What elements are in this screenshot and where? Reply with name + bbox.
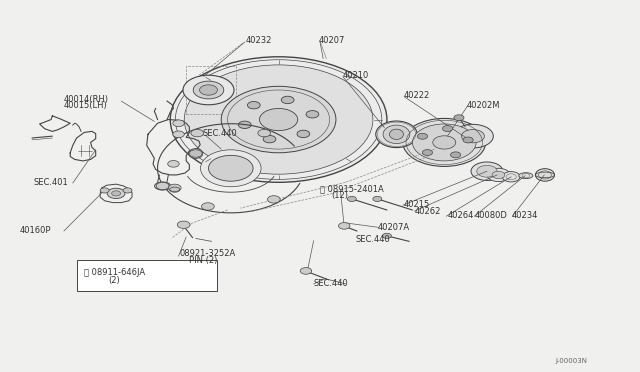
Circle shape [417, 133, 428, 139]
Text: SEC.440: SEC.440 [356, 235, 390, 244]
Circle shape [168, 161, 179, 167]
Circle shape [477, 165, 497, 177]
Circle shape [100, 188, 109, 193]
Text: 40262: 40262 [414, 206, 441, 216]
Text: PIN (2): PIN (2) [189, 256, 218, 265]
Text: 40202M: 40202M [467, 101, 500, 110]
Circle shape [173, 120, 184, 126]
Circle shape [248, 102, 260, 109]
Ellipse shape [189, 149, 203, 158]
Circle shape [202, 203, 214, 210]
Circle shape [348, 196, 356, 202]
Text: 08921-3252A: 08921-3252A [180, 250, 236, 259]
Circle shape [183, 75, 234, 105]
Ellipse shape [536, 169, 554, 181]
Circle shape [193, 81, 224, 99]
Ellipse shape [383, 125, 410, 144]
Text: Ⓝ 08915-2401A: Ⓝ 08915-2401A [320, 185, 384, 193]
Text: SEC.440: SEC.440 [203, 129, 237, 138]
Text: 40160P: 40160P [19, 226, 51, 235]
Text: 40210: 40210 [343, 71, 369, 80]
Bar [186, 66, 236, 114]
Circle shape [259, 109, 298, 131]
Circle shape [403, 118, 486, 166]
Circle shape [184, 65, 373, 174]
Circle shape [238, 121, 251, 128]
Circle shape [221, 86, 336, 153]
Circle shape [471, 162, 503, 180]
Circle shape [168, 184, 181, 192]
Circle shape [156, 182, 169, 190]
Ellipse shape [376, 121, 417, 148]
Circle shape [177, 221, 190, 228]
Circle shape [412, 124, 476, 161]
Circle shape [111, 191, 120, 196]
Circle shape [451, 152, 461, 158]
Text: 40207A: 40207A [378, 223, 410, 232]
Text: 40222: 40222 [404, 91, 430, 100]
Circle shape [339, 222, 350, 229]
Circle shape [200, 85, 218, 95]
Circle shape [297, 130, 310, 138]
Circle shape [452, 124, 493, 148]
Bar [77, 260, 217, 291]
Circle shape [123, 188, 132, 193]
Circle shape [422, 150, 433, 155]
Circle shape [306, 110, 319, 118]
Circle shape [502, 171, 520, 182]
Circle shape [209, 155, 253, 181]
Circle shape [433, 136, 456, 149]
Circle shape [461, 129, 484, 143]
Circle shape [492, 171, 505, 179]
Ellipse shape [390, 129, 403, 140]
Circle shape [107, 188, 125, 199]
Text: 40215: 40215 [404, 200, 430, 209]
Text: Ⓝ 08911-646JA: Ⓝ 08911-646JA [84, 268, 145, 277]
Circle shape [263, 135, 276, 143]
Circle shape [191, 129, 204, 137]
Circle shape [487, 168, 510, 182]
Circle shape [189, 150, 202, 157]
Text: (12): (12) [332, 192, 348, 201]
Circle shape [373, 196, 382, 202]
Circle shape [300, 267, 312, 274]
Circle shape [258, 129, 271, 137]
Circle shape [173, 131, 184, 138]
Ellipse shape [212, 156, 250, 180]
Circle shape [170, 57, 387, 182]
Circle shape [383, 233, 392, 238]
Text: 40234: 40234 [511, 211, 538, 220]
Circle shape [442, 126, 452, 131]
Text: 40080D: 40080D [474, 211, 507, 220]
Text: SEC.440: SEC.440 [314, 279, 348, 288]
Ellipse shape [155, 182, 171, 190]
Ellipse shape [519, 173, 533, 179]
Text: SEC.401: SEC.401 [33, 178, 68, 187]
Text: 40014(RH): 40014(RH) [64, 95, 109, 104]
Circle shape [463, 137, 473, 143]
Text: 40015(LH): 40015(LH) [64, 101, 108, 110]
Text: 40207: 40207 [319, 36, 345, 45]
Circle shape [268, 196, 280, 203]
Text: 40232: 40232 [246, 36, 272, 45]
Circle shape [281, 96, 294, 104]
Ellipse shape [200, 150, 261, 187]
Text: (2): (2) [108, 276, 120, 285]
Text: 40264: 40264 [447, 211, 474, 220]
Text: J-00003N: J-00003N [556, 358, 588, 365]
Circle shape [454, 115, 464, 121]
